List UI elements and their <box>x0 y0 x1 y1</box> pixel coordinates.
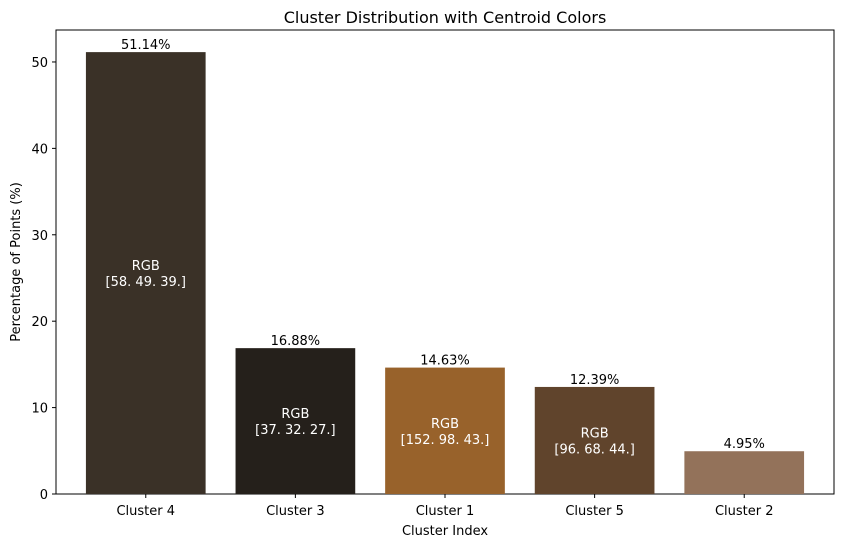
x-tick-label: Cluster 4 <box>116 504 175 519</box>
bar-rgb-label: RGB <box>281 407 309 422</box>
bar-rgb-label: RGB <box>132 259 160 274</box>
bar-rgb-value: [96. 68. 44.] <box>554 442 634 457</box>
chart-title: Cluster Distribution with Centroid Color… <box>284 8 607 27</box>
x-tick-label: Cluster 2 <box>715 504 774 519</box>
bar <box>85 52 206 495</box>
bar-value-label: 12.39% <box>570 373 620 388</box>
y-axis: 0 10 20 30 40 50 <box>31 56 56 503</box>
x-tick-label: Cluster 5 <box>565 504 624 519</box>
y-tick-label: 30 <box>31 229 48 244</box>
bar-value-label: 14.63% <box>420 354 470 369</box>
bar-rgb-label: RGB <box>431 417 459 432</box>
bar <box>385 367 505 494</box>
y-tick-label: 10 <box>31 402 48 417</box>
plot-area: 51.14%RGB[58. 49. 39.]16.88%RGB[37. 32. … <box>31 29 835 519</box>
x-axis: Cluster 4 Cluster 3 Cluster 1 Cluster 5 Clus… <box>116 494 774 519</box>
bar-value-label: 51.14% <box>121 38 171 53</box>
bar-rgb-label: RGB <box>581 426 609 441</box>
x-axis-label: Cluster Index <box>402 524 488 539</box>
y-tick-label: 50 <box>31 56 48 71</box>
bars-group: 51.14%RGB[58. 49. 39.]16.88%RGB[37. 32. … <box>85 38 805 495</box>
y-tick-label: 20 <box>31 315 48 330</box>
bar-value-label: 16.88% <box>271 334 321 349</box>
x-tick-label: Cluster 3 <box>266 504 325 519</box>
bar-rgb-value: [37. 32. 27.] <box>255 423 335 438</box>
bar-rgb-value: [58. 49. 39.] <box>106 275 186 290</box>
y-axis-label: Percentage of Points (%) <box>9 182 24 342</box>
bar-value-label: 4.95% <box>724 437 765 452</box>
bar-rgb-value: [152. 98. 43.] <box>401 433 490 448</box>
bar <box>684 451 805 494</box>
bar <box>235 348 356 494</box>
x-tick-label: Cluster 1 <box>416 504 475 519</box>
y-tick-label: 40 <box>31 142 48 157</box>
bar <box>534 386 655 494</box>
y-tick-label: 0 <box>40 488 48 503</box>
